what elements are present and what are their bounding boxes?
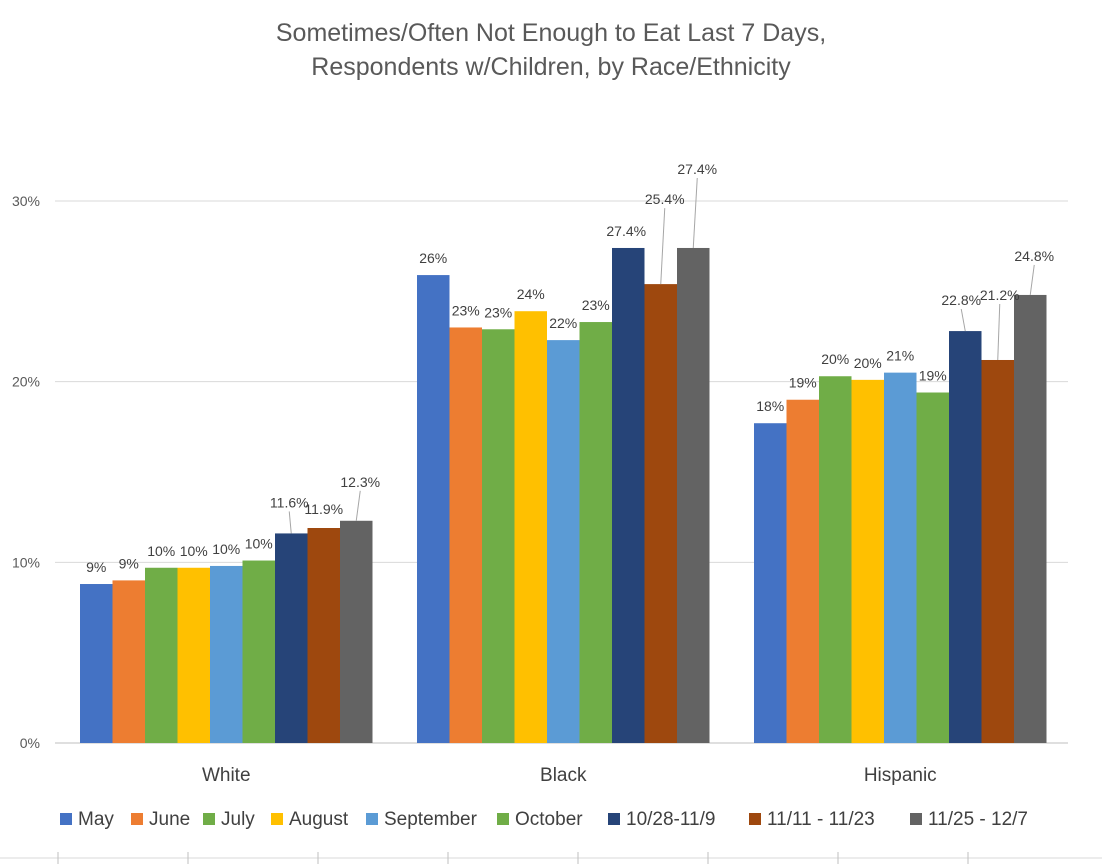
data-label: 21.2%	[980, 287, 1020, 303]
bar	[275, 533, 308, 743]
data-label: 10%	[147, 543, 175, 559]
bar	[916, 392, 949, 743]
bar	[307, 528, 340, 743]
x-tick-label: White	[202, 765, 251, 786]
data-label-leader	[1029, 264, 1035, 296]
bar	[547, 340, 580, 743]
x-tick-label: Hispanic	[864, 765, 937, 786]
data-label: 20%	[821, 351, 849, 367]
data-label: 25.4%	[645, 191, 685, 207]
legend-swatch	[60, 813, 72, 825]
bar	[949, 331, 982, 743]
bar	[786, 399, 819, 743]
data-label: 24.8%	[1014, 248, 1054, 264]
data-label: 22%	[549, 315, 577, 331]
data-label: 23%	[452, 302, 480, 318]
data-label: 23%	[582, 297, 610, 313]
data-label: 10%	[245, 536, 273, 552]
chart-title-line-2: Respondents w/Children, by Race/Ethnicit…	[311, 53, 791, 81]
bar	[482, 329, 515, 743]
bar	[851, 379, 884, 743]
data-label: 10%	[212, 541, 240, 557]
data-label-leader	[692, 177, 698, 249]
data-label: 9%	[86, 559, 106, 575]
legend-label: 10/28-11/9	[626, 809, 715, 830]
data-label: 10%	[180, 543, 208, 559]
bar	[819, 376, 852, 743]
data-label: 21%	[886, 348, 914, 364]
bar	[677, 247, 710, 743]
bar	[80, 584, 113, 743]
legend-swatch	[366, 813, 378, 825]
legend-swatch	[910, 813, 922, 825]
bar	[579, 322, 612, 743]
bar	[112, 580, 145, 743]
legend-label: September	[384, 809, 478, 830]
legend-label: October	[515, 809, 583, 830]
bar	[884, 372, 917, 743]
bar	[514, 311, 547, 743]
data-label: 23%	[484, 304, 512, 320]
bar	[340, 520, 373, 743]
legend-swatch	[497, 813, 509, 825]
legend-swatch	[203, 813, 215, 825]
legend-label: June	[149, 809, 190, 830]
legend-swatch	[131, 813, 143, 825]
legend-swatch	[271, 813, 283, 825]
bar	[417, 275, 450, 743]
data-label-leader	[960, 308, 966, 332]
data-label: 11.6%	[270, 494, 309, 510]
y-tick-label: 30%	[12, 193, 40, 209]
bar	[1014, 294, 1047, 743]
legend-label: July	[221, 809, 255, 830]
legend-label: August	[289, 809, 349, 830]
data-label: 19%	[789, 375, 817, 391]
y-tick-label: 0%	[20, 735, 40, 751]
y-tick-label: 20%	[12, 374, 40, 390]
data-label: 12.3%	[340, 474, 380, 490]
legend-label: 11/25 - 12/7	[928, 809, 1028, 830]
data-label: 18%	[756, 398, 784, 414]
data-label: 11.9%	[304, 501, 343, 517]
legend-label: 11/11 - 11/23	[767, 809, 875, 830]
data-label: 22.8%	[941, 292, 981, 308]
bar	[449, 327, 482, 743]
data-label: 19%	[919, 368, 947, 384]
data-label: 20%	[854, 355, 882, 371]
data-label: 27.4%	[606, 223, 646, 239]
data-label-leader	[660, 208, 666, 285]
bar	[612, 247, 645, 743]
bar	[145, 567, 178, 743]
data-label: 24%	[517, 286, 545, 302]
bar	[210, 565, 243, 743]
data-label: 26%	[419, 250, 447, 266]
legend-swatch	[749, 813, 761, 825]
data-label: 27.4%	[677, 161, 717, 177]
data-label: 9%	[119, 555, 139, 571]
bar	[177, 567, 210, 743]
bar	[644, 284, 677, 743]
legend-swatch	[608, 813, 620, 825]
y-tick-label: 10%	[12, 554, 40, 570]
legend-label: May	[78, 809, 114, 830]
chart-title-line-1: Sometimes/Often Not Enough to Eat Last 7…	[275, 19, 827, 47]
data-label-leader	[355, 490, 361, 521]
bar	[754, 423, 787, 743]
x-tick-label: Black	[540, 765, 587, 786]
bar	[242, 560, 275, 743]
data-label-leader	[997, 303, 1001, 361]
bar	[981, 359, 1014, 743]
data-label-leader	[288, 511, 292, 534]
